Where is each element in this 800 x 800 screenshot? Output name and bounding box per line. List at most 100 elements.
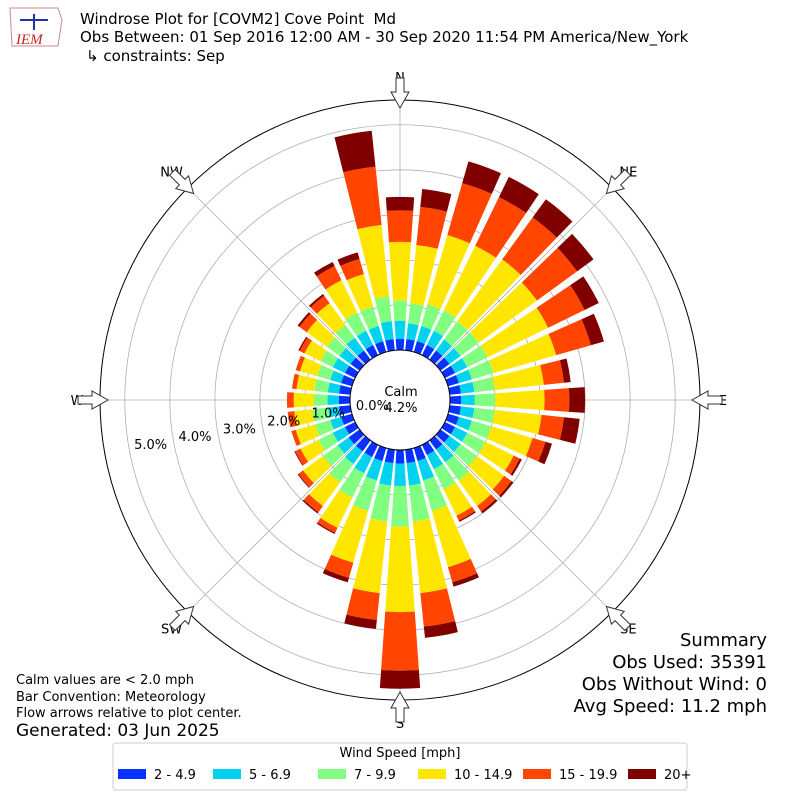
- flow-arrow: [168, 605, 195, 632]
- bar-segment: [304, 340, 327, 362]
- bar-segment: [310, 295, 330, 314]
- bar-segment: [313, 393, 328, 407]
- bar-segment: [294, 451, 304, 466]
- bar-segment: [510, 458, 522, 476]
- r-tick-label: 0.0%: [356, 399, 389, 414]
- bar-segment: [492, 365, 544, 391]
- bar-segment: [475, 197, 527, 258]
- bar-segment: [447, 558, 478, 583]
- bar-segment: [532, 199, 573, 238]
- bar-segment: [474, 393, 496, 407]
- bar-segment: [478, 441, 514, 471]
- bar-segment: [344, 445, 363, 465]
- bar-segment: [335, 324, 355, 345]
- bar-segment: [330, 370, 345, 384]
- flow-arrow: [390, 690, 410, 723]
- bar-segment: [327, 382, 341, 394]
- bar-segment: [365, 344, 379, 359]
- bar-segment: [435, 429, 450, 443]
- bar-segment: [456, 506, 476, 521]
- bar-segment: [375, 341, 387, 355]
- bar-segment: [455, 369, 472, 384]
- bar-segment: [354, 452, 373, 474]
- bar-segment: [353, 476, 377, 511]
- bar-segment: [344, 421, 359, 435]
- bar-segment: [420, 189, 452, 212]
- bar-segment: [472, 407, 495, 423]
- bar-segment: [421, 304, 441, 330]
- bar-segment: [346, 337, 364, 356]
- legend-label: 10 - 14.9: [454, 768, 512, 783]
- compass-label: E: [719, 394, 727, 409]
- bar-segment: [295, 424, 320, 445]
- bar-segment: [345, 312, 367, 337]
- bar-segment: [300, 439, 325, 462]
- bar-segment: [421, 344, 435, 359]
- bar-segment: [374, 445, 387, 462]
- bar-segment: [312, 407, 330, 422]
- bar-segment: [385, 196, 415, 211]
- bar-segment: [341, 375, 355, 387]
- bar-segment: [320, 489, 353, 528]
- calm-value: 4.2%: [384, 401, 417, 416]
- bar-segment: [426, 330, 444, 350]
- bar-segment: [332, 358, 350, 374]
- bar-segment: [417, 458, 435, 481]
- bar-segment: [337, 437, 355, 454]
- bar-segment: [448, 405, 461, 415]
- note: Calm values are < 2.0 mph: [16, 673, 194, 688]
- bar-segment: [364, 441, 379, 458]
- bar-segment: [488, 333, 557, 374]
- bar-segment: [494, 389, 545, 411]
- bar-segment: [453, 443, 477, 467]
- bar-segment: [445, 413, 459, 425]
- bar-segment: [370, 483, 392, 522]
- legend-label: 7 - 9.9: [354, 768, 396, 783]
- bar-segment: [459, 406, 475, 419]
- bar-segment: [339, 348, 356, 364]
- bar-segment: [286, 392, 294, 408]
- bar-segment: [405, 339, 415, 352]
- bar-segment: [298, 470, 314, 488]
- bar-segment: [393, 300, 407, 321]
- bar-segment: [502, 217, 557, 275]
- bar-segment: [570, 276, 599, 310]
- bar-segment: [433, 463, 456, 490]
- bar-segment: [338, 395, 351, 405]
- bar-segment: [426, 450, 444, 470]
- bar-segment: [384, 448, 395, 464]
- bar-segment: [498, 176, 539, 213]
- bar-segment: [393, 463, 407, 487]
- arrow-shape: [690, 390, 723, 410]
- logo: IEM: [9, 7, 63, 48]
- bar-segment: [379, 670, 421, 689]
- bar-segment: [469, 282, 538, 343]
- bar-segment: [452, 573, 479, 587]
- legend-label: 5 - 6.9: [249, 768, 291, 783]
- bar-segment: [316, 303, 346, 334]
- bar-segment: [458, 511, 476, 522]
- bar-segment: [385, 526, 415, 613]
- legend-swatch: [418, 769, 446, 779]
- bar-segment: [443, 321, 468, 347]
- legend-label: 15 - 19.9: [559, 768, 617, 783]
- bar-segment: [405, 448, 416, 464]
- bar-segment: [536, 285, 585, 328]
- radial-line: [435, 435, 613, 613]
- bar-segment: [459, 381, 475, 394]
- bar-segment: [410, 244, 438, 306]
- bar-segment: [449, 395, 462, 405]
- arrow-shape: [168, 605, 195, 632]
- bar-segment: [412, 518, 447, 594]
- flow-arrow: [605, 605, 632, 632]
- calm-circle: [349, 349, 451, 451]
- bar-segment: [388, 241, 412, 301]
- radial-line: [187, 435, 365, 613]
- bar-segment: [357, 224, 390, 300]
- bar-segment: [356, 330, 374, 350]
- summary: Obs Used: 35391: [612, 652, 767, 673]
- bar-segment: [381, 611, 419, 671]
- bar-segment: [453, 332, 479, 357]
- r-tick-label: 5.0%: [134, 438, 167, 453]
- bar-segment: [322, 569, 349, 583]
